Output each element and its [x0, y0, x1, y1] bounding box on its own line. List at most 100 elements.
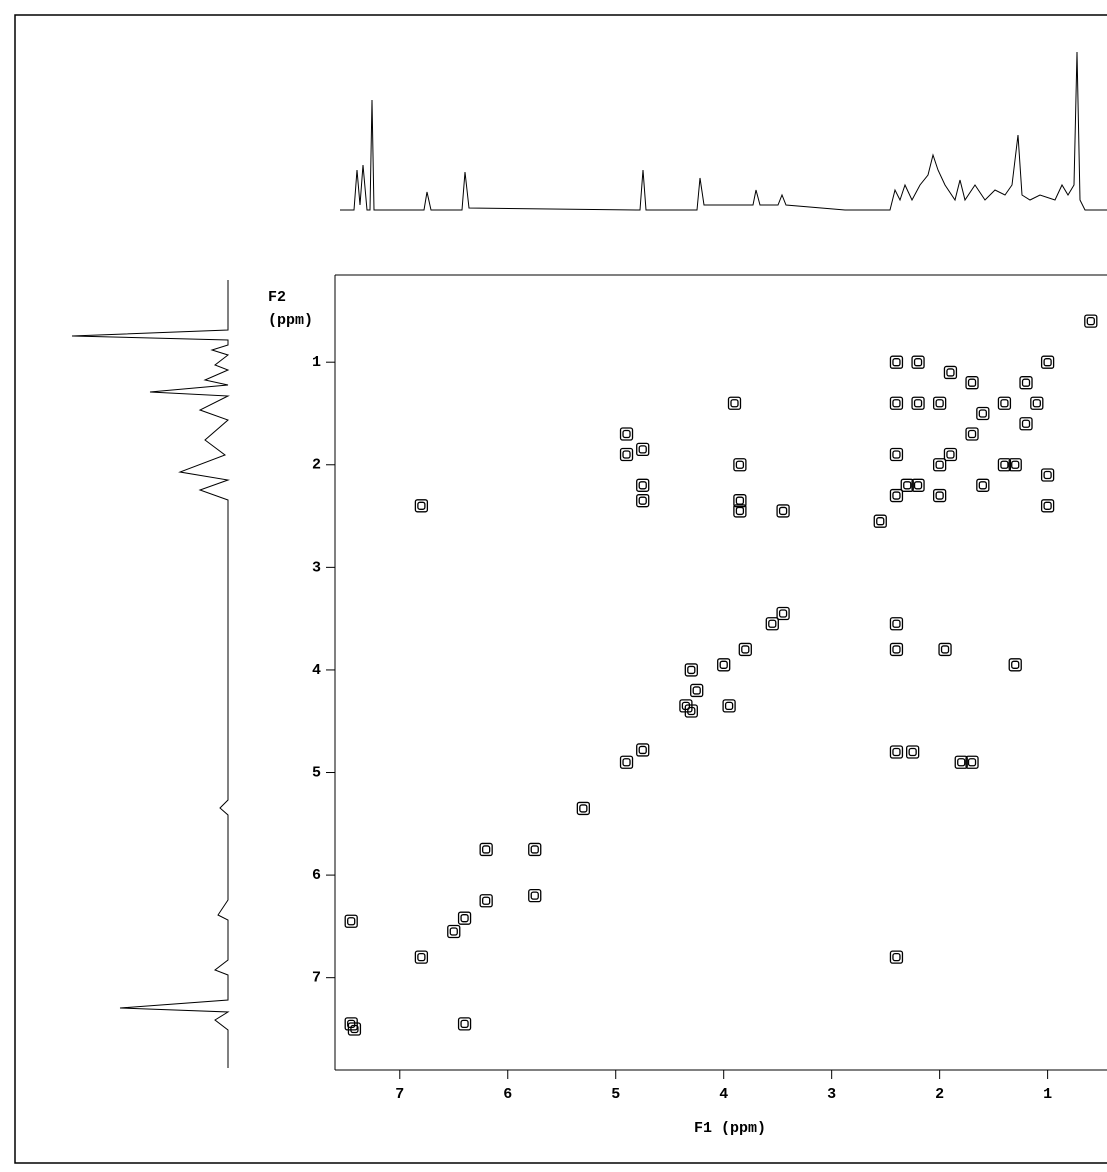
contour	[687, 665, 696, 675]
cross-peak	[889, 355, 904, 369]
contour	[528, 842, 542, 857]
contour	[1000, 399, 1009, 408]
x-tick-label: 4	[719, 1086, 728, 1103]
contour	[932, 458, 947, 472]
contour	[900, 478, 914, 492]
cross-peak	[733, 504, 747, 518]
contour	[976, 478, 990, 492]
contour	[892, 399, 901, 408]
contour	[976, 406, 990, 421]
contour	[636, 478, 650, 492]
cross-peak	[932, 458, 947, 472]
cross-peak	[1019, 376, 1033, 390]
cross-peak	[1019, 417, 1033, 431]
cross-peak	[873, 514, 887, 528]
cross-peak	[733, 494, 747, 508]
contour	[1019, 376, 1033, 390]
contour	[350, 1024, 359, 1034]
contour	[913, 481, 923, 490]
cross-peak	[900, 478, 914, 492]
cross-peak	[414, 950, 429, 964]
contour	[719, 660, 728, 669]
contour	[460, 1019, 469, 1028]
contour	[344, 914, 358, 928]
cross-peak	[733, 458, 747, 472]
cross-peak	[932, 396, 947, 410]
contour	[733, 494, 747, 508]
contour	[889, 396, 904, 410]
contour	[911, 396, 925, 410]
contour	[768, 619, 777, 628]
contour	[636, 494, 650, 508]
cross-peak	[636, 494, 650, 508]
cross-peak	[722, 699, 736, 713]
contour	[967, 378, 977, 387]
x-axis-label: F1 (ppm)	[694, 1120, 766, 1137]
contour	[638, 481, 647, 490]
cross-peak	[889, 396, 904, 410]
contour	[873, 514, 887, 528]
contour	[530, 845, 539, 854]
y-tick-label: 5	[312, 764, 321, 781]
contour	[482, 845, 491, 854]
contour	[733, 504, 747, 518]
cross-peak	[965, 755, 979, 769]
cross-peak	[965, 376, 979, 390]
contour	[722, 699, 736, 713]
contour	[978, 481, 987, 490]
contour	[946, 368, 955, 377]
contour	[727, 396, 742, 410]
contour	[892, 619, 901, 628]
cross-peak	[1008, 658, 1022, 672]
cross-peak	[447, 924, 461, 939]
contour	[479, 894, 493, 908]
contour	[735, 460, 745, 469]
cross-peak	[479, 894, 493, 908]
contour	[724, 701, 734, 710]
contour	[619, 447, 634, 462]
y-tick-label: 2	[312, 457, 321, 474]
cross-peak	[906, 745, 920, 759]
cross-peak	[479, 842, 493, 857]
cross-peak	[965, 427, 979, 441]
cross-peak	[528, 842, 542, 857]
contour	[892, 645, 901, 654]
contour	[978, 409, 987, 418]
contour	[908, 747, 917, 757]
cross-peak	[889, 745, 904, 759]
contour	[530, 891, 539, 900]
cross-peak	[576, 801, 590, 816]
contour	[957, 758, 966, 767]
contour	[690, 683, 704, 698]
contour	[687, 706, 696, 716]
contour	[528, 888, 542, 903]
contour	[619, 427, 634, 441]
contour	[1040, 355, 1055, 369]
contour	[1030, 396, 1044, 410]
contour	[765, 617, 779, 631]
cross-peak	[636, 478, 650, 492]
cross-peak	[932, 488, 947, 503]
contour	[1043, 501, 1052, 510]
cross-peak	[684, 704, 698, 718]
x-tick-label: 3	[827, 1086, 836, 1103]
contour	[1086, 317, 1095, 326]
contour	[946, 450, 955, 459]
contour	[889, 488, 904, 503]
f1-projection	[340, 51, 1107, 211]
cross-peak	[619, 755, 634, 769]
cross-peak	[636, 743, 650, 757]
cross-peak	[619, 427, 634, 441]
contour	[733, 458, 747, 472]
contour	[911, 478, 925, 492]
contour	[776, 504, 790, 518]
contour	[741, 645, 750, 654]
contour	[457, 1017, 472, 1031]
contour	[911, 355, 925, 369]
contour	[684, 663, 698, 677]
contour	[935, 399, 944, 408]
cross-peak	[684, 663, 698, 677]
y-tick-label: 3	[312, 559, 321, 576]
contour	[636, 743, 650, 757]
